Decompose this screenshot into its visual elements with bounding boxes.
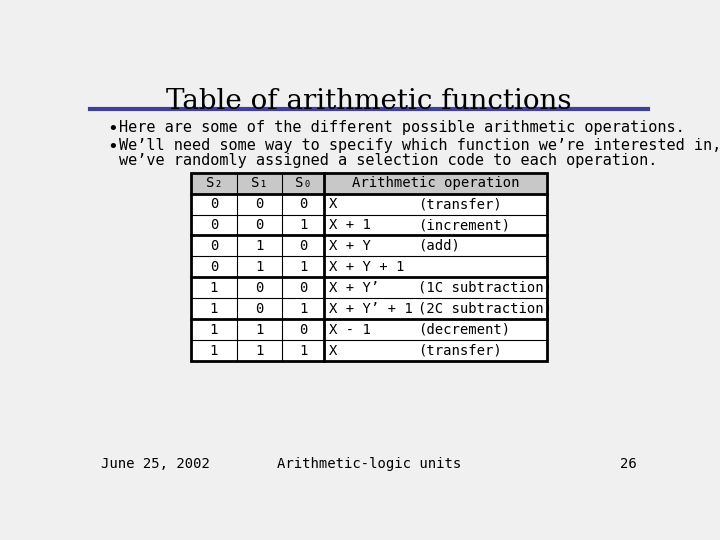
Text: X + 1: X + 1 <box>329 218 371 232</box>
Bar <box>191 319 547 340</box>
Text: we’ve randomly assigned a selection code to each operation.: we’ve randomly assigned a selection code… <box>120 153 658 168</box>
Bar <box>191 173 547 193</box>
Text: 0: 0 <box>210 239 218 253</box>
Text: Arithmetic-logic units: Arithmetic-logic units <box>277 457 461 471</box>
Text: (transfer): (transfer) <box>418 344 502 358</box>
Text: S₂: S₂ <box>205 176 222 190</box>
Bar <box>191 173 547 361</box>
Text: 1: 1 <box>255 323 264 337</box>
Text: X + Y + 1: X + Y + 1 <box>329 260 405 274</box>
Bar <box>191 256 547 278</box>
Text: 1: 1 <box>210 344 218 358</box>
Text: (2C subtraction): (2C subtraction) <box>418 302 552 316</box>
Text: 1: 1 <box>299 218 307 232</box>
Text: Here are some of the different possible arithmetic operations.: Here are some of the different possible … <box>120 120 685 135</box>
Text: 0: 0 <box>210 197 218 211</box>
Text: S₁: S₁ <box>251 176 268 190</box>
Text: S₀: S₀ <box>294 176 312 190</box>
Text: •: • <box>107 120 118 138</box>
Text: Table of arithmetic functions: Table of arithmetic functions <box>166 88 572 115</box>
Text: 1: 1 <box>255 260 264 274</box>
Text: 0: 0 <box>255 302 264 316</box>
Text: 1: 1 <box>255 344 264 358</box>
Bar <box>191 340 547 361</box>
Text: We’ll need some way to specify which function we’re interested in, so: We’ll need some way to specify which fun… <box>120 138 720 153</box>
Text: 1: 1 <box>299 344 307 358</box>
Text: (1C subtraction): (1C subtraction) <box>418 281 552 295</box>
Text: 1: 1 <box>210 281 218 295</box>
Text: 26: 26 <box>621 457 637 471</box>
Text: 0: 0 <box>299 239 307 253</box>
Bar <box>191 299 547 319</box>
Text: X: X <box>329 197 338 211</box>
Text: (decrement): (decrement) <box>418 323 510 337</box>
Text: 1: 1 <box>299 302 307 316</box>
Text: 0: 0 <box>255 197 264 211</box>
Text: June 25, 2002: June 25, 2002 <box>101 457 210 471</box>
Text: 0: 0 <box>255 281 264 295</box>
Text: 0: 0 <box>299 281 307 295</box>
Text: 1: 1 <box>210 323 218 337</box>
Text: X: X <box>329 344 338 358</box>
Text: 1: 1 <box>210 302 218 316</box>
Text: (increment): (increment) <box>418 218 510 232</box>
Text: (add): (add) <box>418 239 460 253</box>
Text: X - 1: X - 1 <box>329 323 371 337</box>
Text: 0: 0 <box>210 218 218 232</box>
Bar <box>191 193 547 214</box>
Text: X + Y’ + 1: X + Y’ + 1 <box>329 302 413 316</box>
Text: X + Y’: X + Y’ <box>329 281 379 295</box>
Text: 0: 0 <box>299 323 307 337</box>
Text: 0: 0 <box>255 218 264 232</box>
Text: 0: 0 <box>210 260 218 274</box>
Bar <box>191 214 547 235</box>
Text: •: • <box>107 138 118 156</box>
Text: (transfer): (transfer) <box>418 197 502 211</box>
Bar <box>191 278 547 299</box>
Text: 1: 1 <box>299 260 307 274</box>
Text: 0: 0 <box>299 197 307 211</box>
Bar <box>191 235 547 256</box>
Text: X + Y: X + Y <box>329 239 371 253</box>
Text: 1: 1 <box>255 239 264 253</box>
Text: Arithmetic operation: Arithmetic operation <box>352 176 520 190</box>
